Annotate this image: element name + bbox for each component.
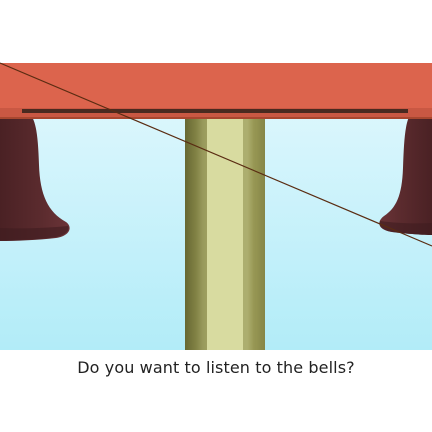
crossbeam <box>0 63 432 119</box>
bell-tower-illustration <box>0 0 432 350</box>
right-bell[interactable] <box>379 112 432 235</box>
left-bell[interactable] <box>0 112 70 241</box>
question-text: Do you want to listen to the bells? <box>77 358 355 377</box>
center-post <box>185 118 265 350</box>
bell-tower-scene <box>0 0 432 350</box>
top-blank-area <box>0 0 432 63</box>
right-bell-rim <box>379 221 432 235</box>
bell-rope[interactable] <box>0 62 432 247</box>
left-bell-rim <box>0 226 69 240</box>
